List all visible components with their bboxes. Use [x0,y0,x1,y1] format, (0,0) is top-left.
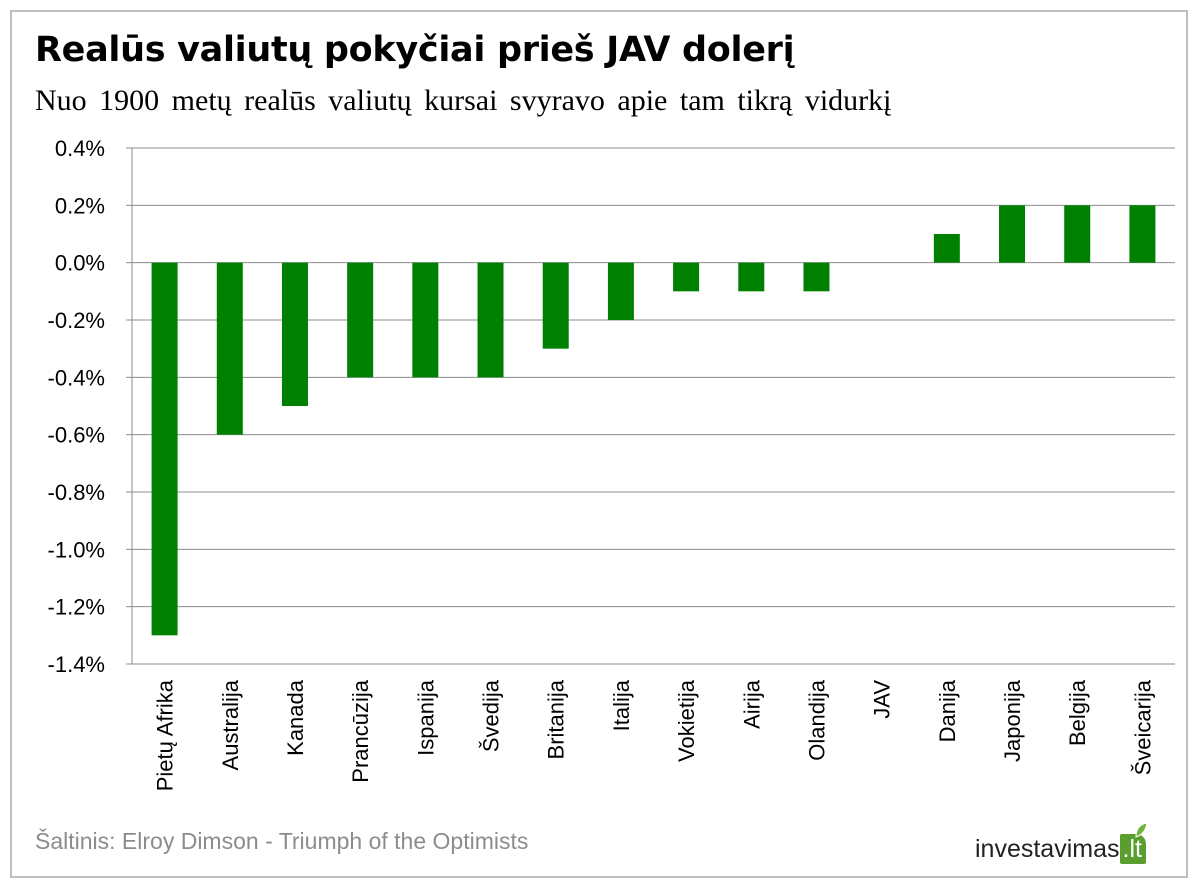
brand-logo: investavimas .lt [975,822,1148,864]
bar [1129,205,1156,263]
x-tick-label: Danija [935,679,960,742]
y-tick-label: 0.0% [55,251,105,276]
y-tick-label: -0.8% [48,480,105,505]
x-tick-label: Šveicarija [1130,679,1155,775]
leaf-icon [1135,822,1148,838]
x-tick-label: Prancūzija [348,679,373,782]
x-tick-label: Kanada [283,679,308,756]
bar [542,262,569,349]
x-tick-label: Japonija [1000,679,1025,762]
y-tick-label: -0.2% [48,308,105,333]
x-tick-label: Airija [739,679,764,729]
chart-frame [10,10,1188,878]
x-tick-label: Pietų Afrika [153,679,178,791]
x-tick-label: Olandija [804,679,829,760]
source-note: Šaltinis: Elroy Dimson - Triumph of the … [35,828,529,854]
bar [673,262,700,292]
x-tick-label: Švedija [479,679,504,752]
bar [1064,205,1091,263]
x-tick-label: Italija [609,679,634,731]
y-tick-label: -0.4% [48,365,105,390]
x-tick-label: Ispanija [413,679,438,756]
x-tick-label: Britanija [544,679,569,759]
x-tick-label: Belgija [1065,679,1090,746]
bar [999,205,1026,263]
bar [412,262,439,378]
y-tick-label: -0.6% [48,423,105,448]
bar [607,262,634,320]
chart-title: Realūs valiutų pokyčiai prieš JAV dolerį [35,30,795,70]
bar [803,262,830,292]
y-tick-label: 0.4% [55,136,105,161]
x-tick-label: JAV [870,680,895,719]
y-tick-label: 0.2% [55,193,105,218]
y-tick-label: -1.2% [48,595,105,620]
bar [216,262,243,435]
bar [477,262,504,378]
bar [738,262,765,292]
y-tick-label: -1.4% [48,652,105,677]
brand-tld-badge: .lt [1119,822,1148,864]
bar [347,262,374,378]
y-tick-label: -1.0% [48,537,105,562]
bar [281,262,308,406]
x-tick-label: Australija [218,679,243,770]
chart-subtitle: Nuo 1900 metų realūs valiutų kursai svyr… [35,84,892,117]
bar [151,262,178,636]
x-tick-label: Vokietija [674,679,699,762]
bar [933,234,960,263]
brand-name: investavimas [975,835,1120,863]
brand-tld: .lt [1122,835,1142,863]
